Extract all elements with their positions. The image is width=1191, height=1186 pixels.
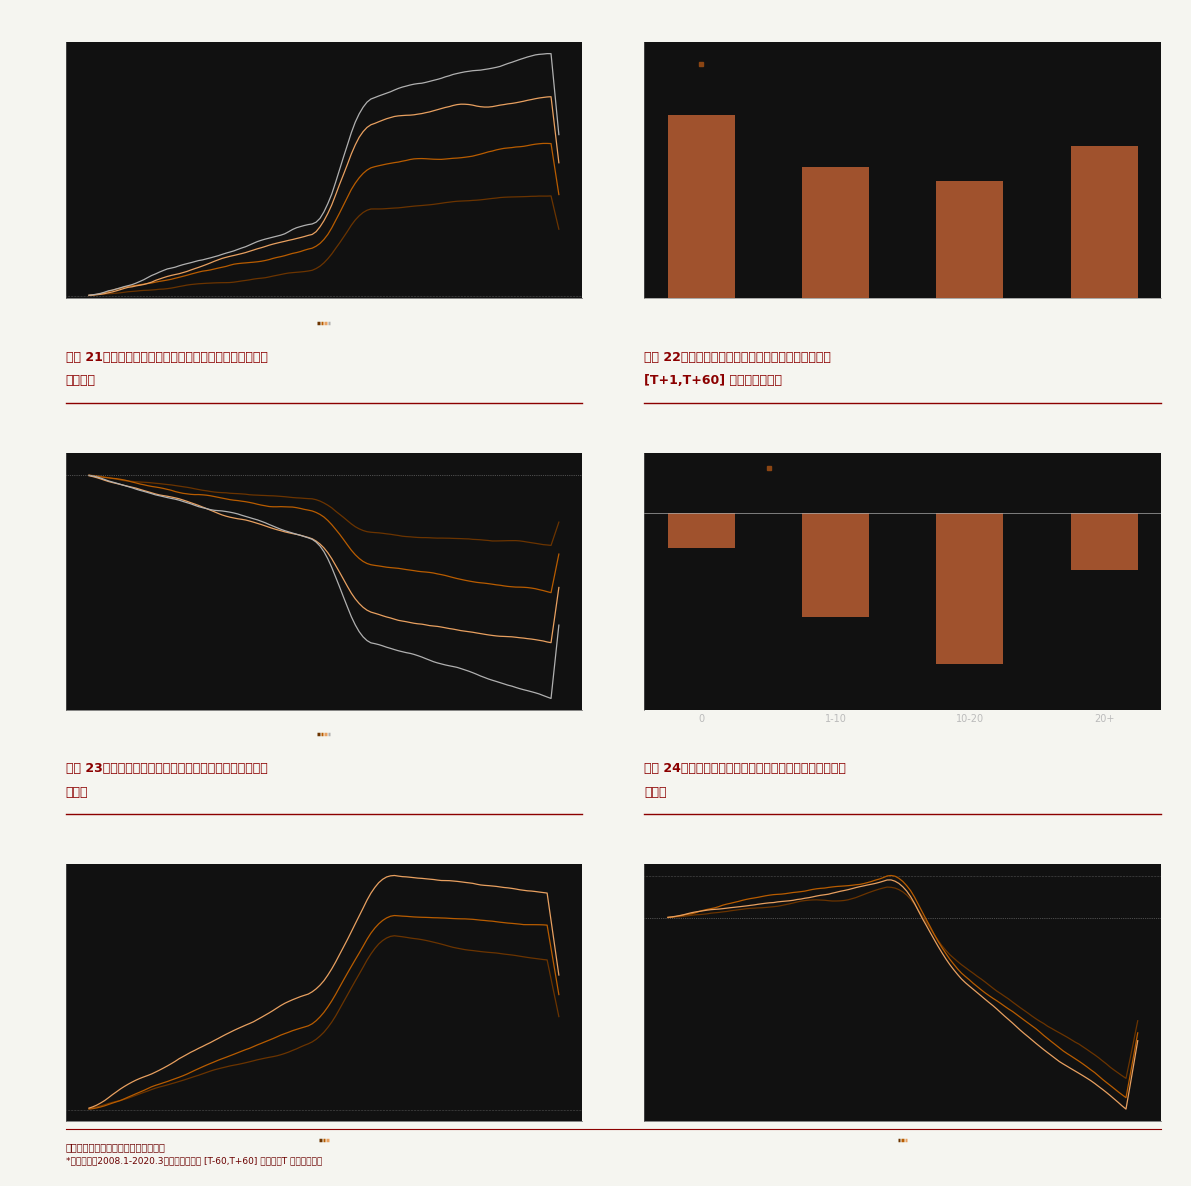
Text: 图表 21：不同分析师覆盖数量的个股发布业绩坏消息累计: 图表 21：不同分析师覆盖数量的个股发布业绩坏消息累计 bbox=[66, 351, 268, 364]
Legend: , , , : , , , bbox=[317, 733, 331, 735]
Bar bbox=[936, 181, 1004, 299]
Bar bbox=[936, 514, 1004, 664]
Bar bbox=[1071, 147, 1137, 299]
Text: *时间区间为2008.1-2020.3，业绩窗口期为 [T-60,T+60] 交易日，T 为业绩发布日: *时间区间为2008.1-2020.3，业绩窗口期为 [T-60,T+60] 交… bbox=[66, 1156, 322, 1166]
Bar bbox=[1071, 514, 1137, 569]
Text: 额收益: 额收益 bbox=[66, 785, 88, 798]
Bar bbox=[668, 514, 735, 548]
Legend: , , , : , , , bbox=[317, 323, 331, 324]
Text: 额收益: 额收益 bbox=[644, 785, 667, 798]
Bar bbox=[668, 115, 735, 299]
Text: 图表 24：不同历史业绩增长的个股发布业绩坏消息累计超: 图表 24：不同历史业绩增长的个股发布业绩坏消息累计超 bbox=[644, 761, 847, 774]
Text: 超额收益: 超额收益 bbox=[66, 375, 95, 388]
Legend: , , : , , bbox=[318, 1140, 330, 1141]
Text: 资料来源：万得资讯，中金公司研究部: 资料来源：万得资讯，中金公司研究部 bbox=[66, 1142, 166, 1152]
Legend: , , : , , bbox=[897, 1140, 909, 1141]
Text: [T+1,T+60] 日累计超额收益: [T+1,T+60] 日累计超额收益 bbox=[644, 375, 782, 388]
Bar bbox=[802, 166, 869, 299]
Bar bbox=[802, 514, 869, 617]
Text: 图表 22：不同分析师覆盖数量的个股发布业绩坏消息: 图表 22：不同分析师覆盖数量的个股发布业绩坏消息 bbox=[644, 351, 831, 364]
Text: 图表 23：不同历史业绩增长的个股发布业绩好消息累计超: 图表 23：不同历史业绩增长的个股发布业绩好消息累计超 bbox=[66, 761, 267, 774]
